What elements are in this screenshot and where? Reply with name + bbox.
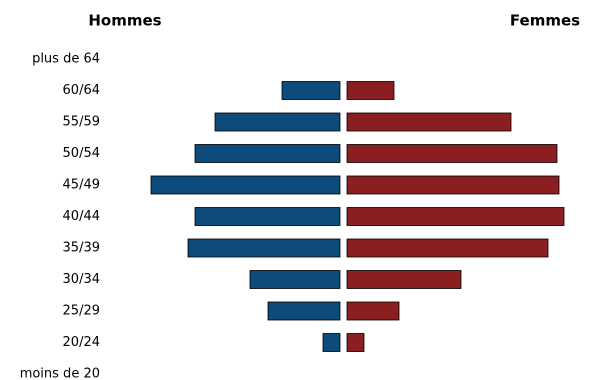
bar	[346, 333, 365, 352]
category-label: moins de 20	[20, 367, 100, 380]
series-header: Hommes	[88, 12, 161, 30]
bar	[281, 81, 341, 100]
bar	[194, 207, 341, 226]
category-label: 50/54	[63, 146, 100, 161]
bar	[150, 175, 341, 195]
category-label: 35/39	[63, 241, 100, 256]
bar	[214, 112, 341, 132]
category-label: 60/64	[63, 83, 100, 98]
category-label: 30/34	[63, 272, 100, 287]
bar	[346, 144, 558, 163]
bar	[187, 238, 341, 258]
bar	[346, 175, 560, 195]
bar	[346, 207, 565, 226]
bar	[267, 301, 341, 321]
category-label: plus de 64	[32, 52, 100, 67]
category-label: 55/59	[63, 115, 100, 130]
bar	[322, 333, 341, 352]
category-label: 45/49	[63, 178, 100, 193]
bar	[346, 238, 549, 258]
bar	[346, 81, 395, 100]
bar	[346, 112, 512, 132]
bar	[249, 270, 341, 289]
bar	[194, 144, 341, 163]
series-header: Femmes	[510, 12, 580, 30]
category-label: 25/29	[63, 304, 100, 319]
category-label: 20/24	[63, 335, 100, 350]
category-label: 40/44	[63, 209, 100, 224]
bar	[346, 301, 400, 321]
bar	[346, 270, 462, 289]
